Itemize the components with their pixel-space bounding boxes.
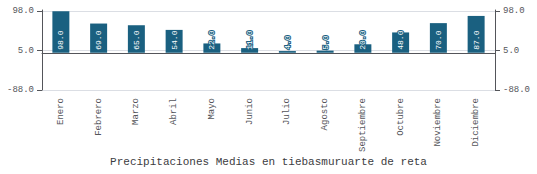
- svg-text:48.0: 48.0: [396, 30, 405, 49]
- svg-text:Agosto: Agosto: [320, 98, 330, 130]
- svg-text:54.0: 54.0: [170, 30, 179, 49]
- svg-text:-88.0: -88.0: [7, 85, 34, 95]
- svg-text:11.0: 11.0: [245, 30, 254, 49]
- svg-text:65.0: 65.0: [132, 30, 141, 49]
- svg-text:70.0: 70.0: [434, 30, 443, 49]
- svg-text:22.0: 22.0: [207, 30, 216, 49]
- svg-text:20.0: 20.0: [358, 30, 367, 49]
- svg-text:5.0: 5.0: [18, 46, 34, 56]
- svg-text:5.0: 5.0: [503, 46, 519, 56]
- svg-text:Septiembre: Septiembre: [358, 98, 368, 152]
- svg-text:Precipitaciones Medias en tieb: Precipitaciones Medias en tiebasmuruarte…: [110, 156, 427, 168]
- svg-text:Abril: Abril: [169, 98, 179, 125]
- svg-text:Diciembre: Diciembre: [471, 98, 481, 147]
- svg-text:4.0: 4.0: [283, 35, 292, 50]
- svg-text:Junio: Junio: [245, 98, 255, 125]
- svg-text:87.0: 87.0: [472, 30, 481, 49]
- svg-text:98.0: 98.0: [12, 6, 34, 16]
- svg-text:Enero: Enero: [56, 98, 66, 125]
- svg-text:Mayo: Mayo: [207, 98, 217, 120]
- svg-text:Marzo: Marzo: [131, 98, 141, 125]
- svg-text:-88.0: -88.0: [503, 85, 530, 95]
- svg-text:Octubre: Octubre: [396, 98, 406, 136]
- svg-text:98.0: 98.0: [56, 30, 65, 49]
- svg-text:98.0: 98.0: [503, 6, 525, 16]
- svg-text:69.0: 69.0: [94, 30, 103, 49]
- svg-text:Julio: Julio: [282, 98, 292, 125]
- svg-text:Noviembre: Noviembre: [433, 98, 443, 147]
- svg-text:Febrero: Febrero: [94, 98, 104, 136]
- svg-text:5.0: 5.0: [321, 35, 330, 50]
